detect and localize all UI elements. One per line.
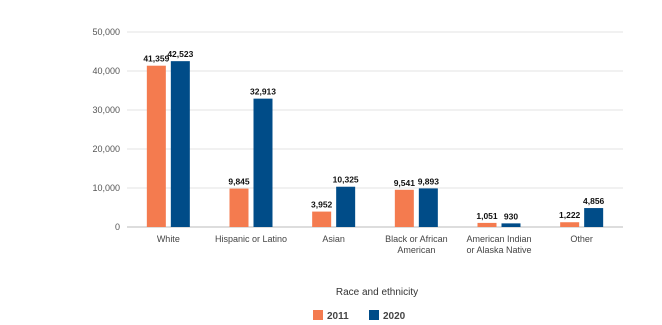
bars xyxy=(147,61,603,227)
data-label: 41,359 xyxy=(143,54,169,64)
legend-swatch-2011 xyxy=(313,310,323,320)
y-tick-label: 0 xyxy=(115,222,120,232)
x-category-label: Hispanic or Latino xyxy=(215,234,287,244)
data-label: 10,325 xyxy=(333,175,359,185)
bar-2011 xyxy=(230,189,249,227)
data-label: 32,913 xyxy=(250,87,276,97)
bar-2011 xyxy=(560,222,579,227)
data-label: 4,856 xyxy=(583,196,605,206)
y-axis-ticks: 0 10,000 20,000 30,000 40,000 50,000 xyxy=(92,27,120,232)
data-label: 930 xyxy=(504,211,518,221)
x-category-label: American xyxy=(397,245,435,255)
y-tick-label: 50,000 xyxy=(92,27,120,37)
bar-2011 xyxy=(312,212,331,227)
bar-2020 xyxy=(336,187,355,227)
data-label: 9,845 xyxy=(228,177,250,187)
x-category-label: American Indian xyxy=(466,234,531,244)
bar-2011 xyxy=(147,66,166,227)
x-axis-title: Race and ethnicity xyxy=(336,287,418,298)
bar-2011 xyxy=(478,223,497,227)
bar-2020 xyxy=(419,188,438,227)
x-category-label: Other xyxy=(570,234,593,244)
bar-2011 xyxy=(395,190,414,227)
legend-label-2011: 2011 xyxy=(327,311,349,322)
data-label: 3,952 xyxy=(311,200,333,210)
x-axis-categories: White Hispanic or Latino Asian Black or Afr… xyxy=(157,234,593,255)
data-label: 9,893 xyxy=(418,176,440,186)
bar-2020 xyxy=(171,61,190,227)
x-category-label: Black or African xyxy=(385,234,448,244)
legend-label-2020: 2020 xyxy=(383,311,406,322)
legend: 2011 2020 xyxy=(313,310,406,322)
legend-swatch-2020 xyxy=(369,310,379,320)
bar-2020 xyxy=(584,208,603,227)
x-category-label: or Alaska Native xyxy=(466,245,531,255)
y-tick-label: 20,000 xyxy=(92,144,120,154)
y-tick-label: 10,000 xyxy=(92,183,120,193)
data-label: 1,222 xyxy=(559,210,581,220)
data-label: 9,541 xyxy=(394,178,416,188)
bar-2020 xyxy=(254,99,273,227)
x-category-label: Asian xyxy=(322,234,345,244)
y-tick-label: 40,000 xyxy=(92,66,120,76)
x-category-label: White xyxy=(157,234,180,244)
data-label: 42,523 xyxy=(167,49,193,59)
y-tick-label: 30,000 xyxy=(92,105,120,115)
gridlines xyxy=(127,32,623,227)
bar-2020 xyxy=(502,223,521,227)
data-label: 1,051 xyxy=(476,211,498,221)
